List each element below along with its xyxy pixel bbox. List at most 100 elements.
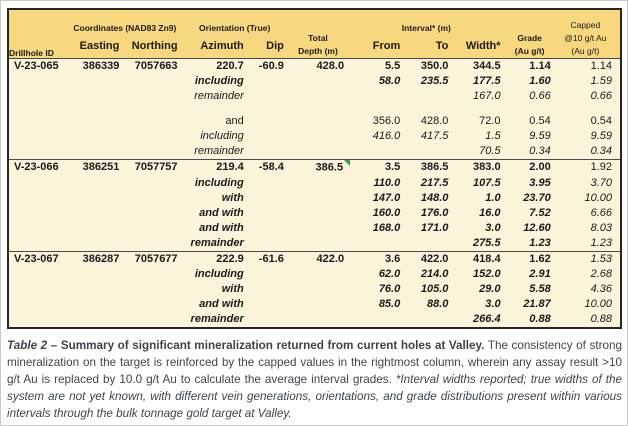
- cell-northing: 7057757: [127, 158, 186, 176]
- cell-easting: 386339: [72, 58, 128, 74]
- cell-dip: -60.9: [251, 58, 292, 74]
- cell-capped: 0.88: [558, 311, 621, 328]
- cell-width: 177.5: [456, 74, 509, 89]
- cell-from: 168.0: [352, 220, 409, 236]
- cell-drillhole-id: [8, 144, 73, 160]
- header-dip: Dip: [251, 33, 292, 59]
- cell-from: 416.0: [352, 129, 409, 144]
- cell-grade: 21.87: [508, 296, 559, 312]
- spacer-row: [8, 104, 621, 114]
- cell-grade: 12.60: [508, 220, 559, 236]
- table-header: Drillhole ID Coordinates (NAD83 Zn9) Ori…: [8, 9, 621, 59]
- cell-northing: [127, 114, 186, 129]
- cell-from: 3.5: [352, 158, 409, 176]
- cell-azimuth: 220.7: [185, 58, 252, 74]
- cell-capped: 10.00: [558, 296, 621, 312]
- cell-width: 72.0: [456, 114, 509, 129]
- cell-easting: [72, 89, 128, 104]
- cell-grade: 7.52: [508, 205, 559, 221]
- cell-grade: 0.34: [508, 144, 559, 160]
- cell-grade: 1.23: [508, 235, 559, 252]
- cell-to: 350.0: [408, 58, 457, 74]
- cell-drillhole-id: [8, 235, 73, 252]
- cell-from: 85.0: [352, 296, 409, 312]
- cell-to: [408, 311, 457, 328]
- cell-northing: [127, 311, 186, 328]
- cell-depth: [291, 190, 353, 206]
- cell-dip: [251, 311, 292, 328]
- cell-to: 428.0: [408, 114, 457, 129]
- header-capped-line2: @10 g/t Au: [564, 33, 607, 43]
- cell-capped: 3.70: [558, 175, 621, 191]
- cell-drillhole-id: [8, 190, 73, 206]
- cell-depth: [291, 296, 353, 312]
- cell-drillhole-id: V-23-066: [8, 158, 73, 176]
- cell-depth: 428.0: [291, 58, 353, 74]
- cell-northing: 7057663: [127, 58, 186, 74]
- cell-grade: 1.62: [508, 250, 559, 267]
- green-flag-icon: [344, 160, 351, 166]
- table-row: V-23-066 386251 7057757 219.4 -58.4 386.…: [8, 158, 621, 176]
- depth-value: 386.5: [315, 161, 344, 174]
- cell-dip: -61.6: [251, 250, 292, 267]
- cell-northing: [127, 190, 186, 206]
- header-grade-line1: Grade: [517, 33, 542, 43]
- table-caption: Table 2 – Summary of significant mineral…: [7, 337, 622, 422]
- table-row: including 62.0 214.0 152.0 2.91 2.68: [8, 266, 621, 282]
- cell-to: 417.5: [408, 129, 457, 144]
- cell-from: [352, 89, 409, 104]
- cell-drillhole-id: [8, 74, 73, 89]
- cell-from: [352, 311, 409, 328]
- cell-capped: 10.00: [558, 190, 621, 206]
- cell-easting: [72, 190, 128, 206]
- cell-northing: [127, 74, 186, 89]
- cell-easting: [72, 296, 128, 312]
- cell-qualifier: with: [185, 190, 252, 206]
- cell-dip: [251, 144, 292, 160]
- cell-qualifier: including: [185, 175, 252, 191]
- cell-to: 171.0: [408, 220, 457, 236]
- cell-easting: [72, 144, 128, 160]
- cell-grade: 0.66: [508, 89, 559, 104]
- cell-drillhole-id: [8, 266, 73, 282]
- cell-grade: 3.95: [508, 175, 559, 191]
- cell-grade: 1.60: [508, 74, 559, 89]
- table-row: including 416.0 417.5 1.5 9.59 9.59: [8, 129, 621, 144]
- cell-to: [408, 89, 457, 104]
- cell-grade: 9.59: [508, 129, 559, 144]
- cell-drillhole-id: [8, 114, 73, 129]
- cell-easting: [72, 266, 128, 282]
- cell-qualifier: with: [185, 281, 252, 297]
- cell-dip: [251, 281, 292, 297]
- cell-azimuth: 219.4: [185, 158, 252, 176]
- cell-width: 1.0: [456, 190, 509, 206]
- cell-easting: [72, 114, 128, 129]
- cell-easting: [72, 205, 128, 221]
- cell-capped: 0.54: [558, 114, 621, 129]
- header-grade-line2: (Au g/t): [514, 46, 545, 56]
- cell-drillhole-id: [8, 220, 73, 236]
- header-interval-group: Interval* (m): [352, 9, 509, 33]
- cell-capped: 4.36: [558, 281, 621, 297]
- cell-dip: [251, 266, 292, 282]
- cell-northing: [127, 144, 186, 160]
- header-total-depth-line2: Depth (m): [298, 46, 338, 56]
- cell-capped: 9.59: [558, 129, 621, 144]
- cell-from: 356.0: [352, 114, 409, 129]
- cell-width: 16.0: [456, 205, 509, 221]
- cell-to: 88.0: [408, 296, 457, 312]
- table-body: V-23-065 386339 7057663 220.7 -60.9 428.…: [8, 58, 621, 328]
- cell-width: 266.4: [456, 311, 509, 328]
- cell-to: 214.0: [408, 266, 457, 282]
- table-row: and with 160.0 176.0 16.0 7.52 6.66: [8, 205, 621, 221]
- cell-northing: [127, 296, 186, 312]
- cell-from: 3.6: [352, 250, 409, 267]
- caption-summary: – Summary of significant mineralization …: [50, 338, 485, 352]
- cell-grade: 1.14: [508, 58, 559, 74]
- cell-easting: [72, 129, 128, 144]
- cell-width: 167.0: [456, 89, 509, 104]
- cell-easting: 386287: [72, 250, 128, 267]
- cell-depth: [291, 281, 353, 297]
- cell-width: 383.0: [456, 158, 509, 176]
- header-capped-line3: (Au g/t): [571, 46, 600, 56]
